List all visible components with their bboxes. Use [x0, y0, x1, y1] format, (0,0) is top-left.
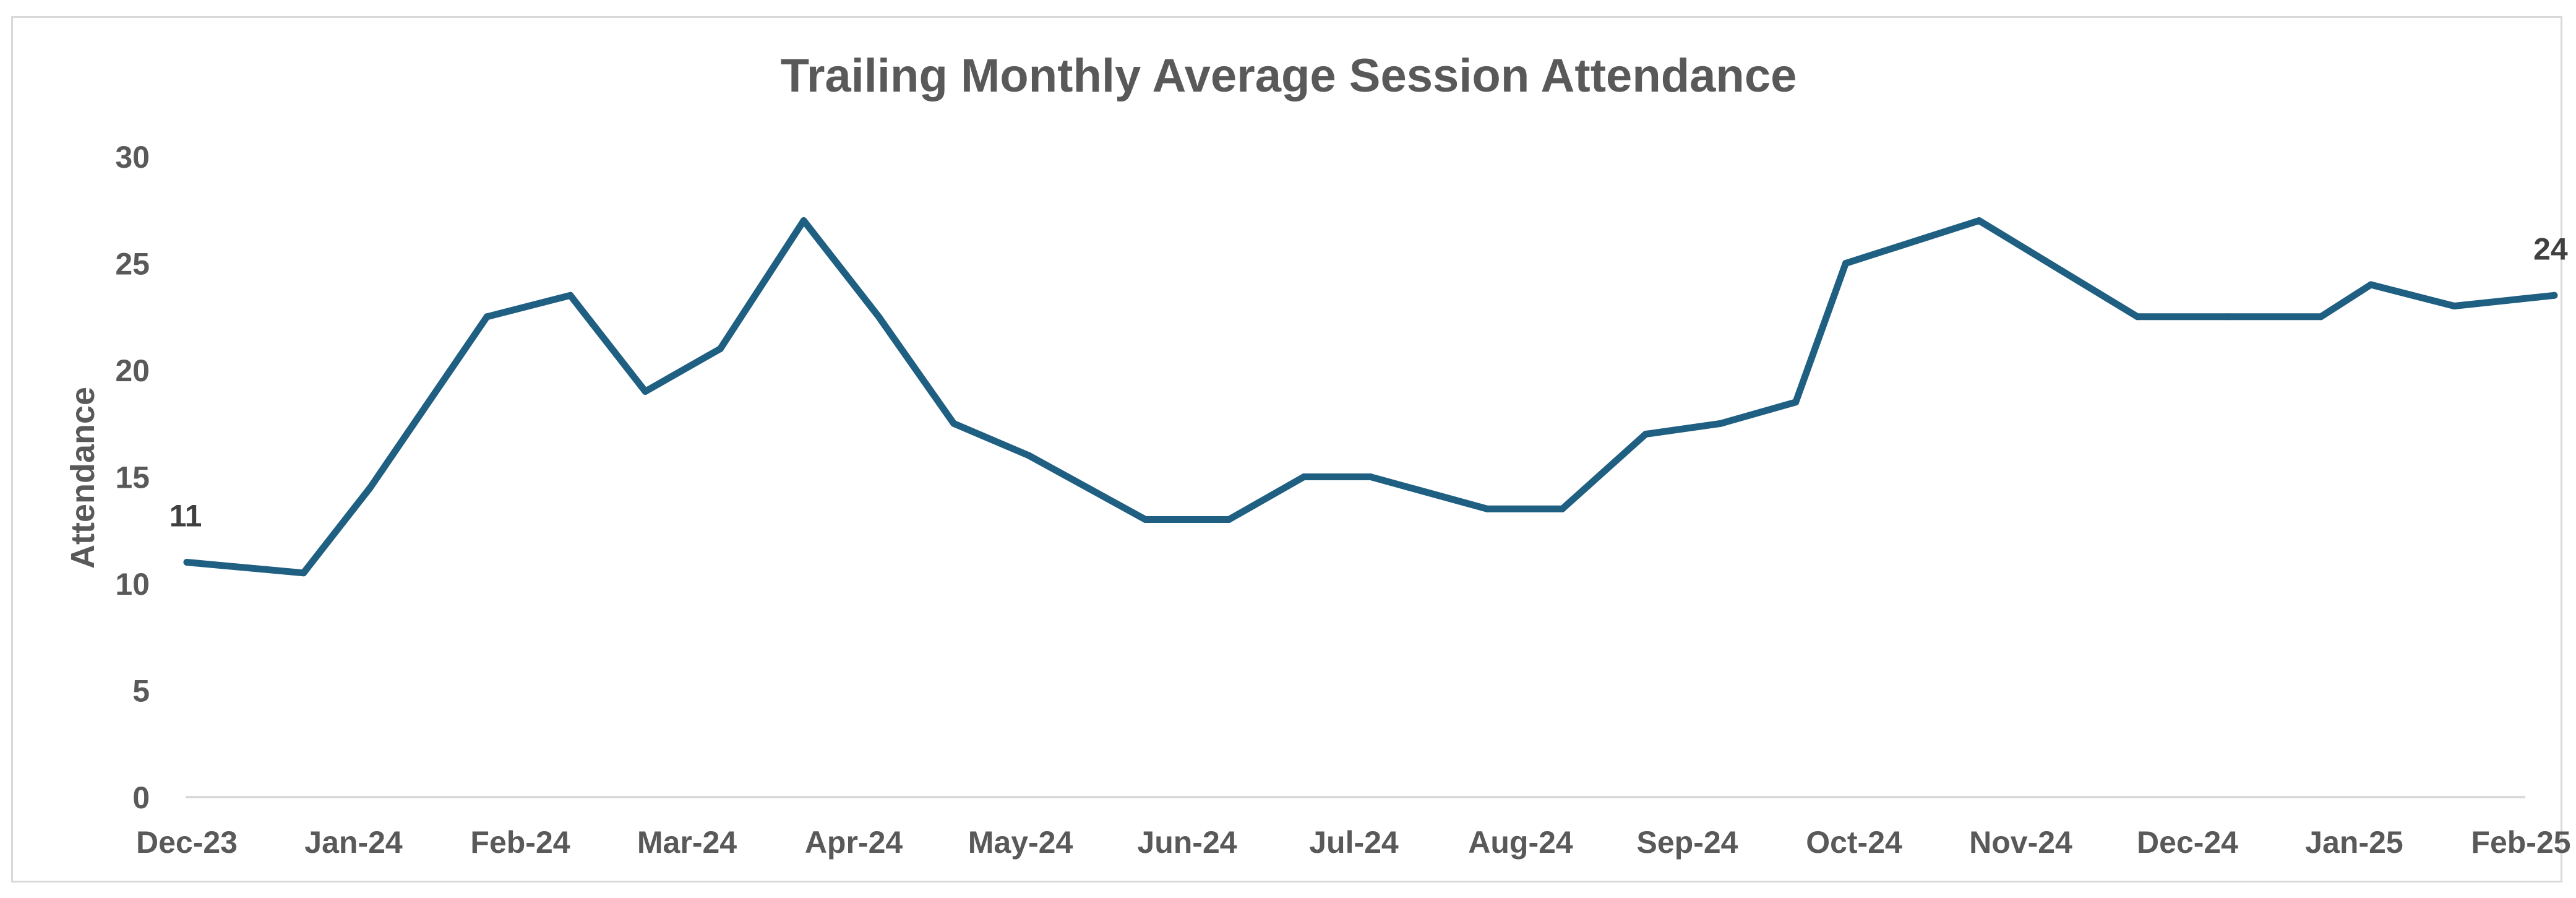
data-labels: 11 24	[170, 217, 2568, 577]
x-tick-label: Nov-24	[1969, 825, 2072, 860]
data-point	[366, 484, 374, 491]
x-tick-label: Oct-24	[1806, 825, 1902, 860]
x-axis-ticks: Dec-23 Jan-24 Feb-24 Mar-24 Apr-24 May-24 Jun-…	[136, 825, 2571, 860]
x-tick-label: Sep-24	[1637, 825, 1738, 860]
data-point	[2367, 281, 2374, 288]
x-tick-label: Feb-25	[2471, 825, 2570, 860]
data-point	[1367, 473, 1374, 480]
y-tick-label: 15	[115, 460, 150, 495]
y-tick-label: 0	[132, 780, 150, 815]
data-point	[1025, 452, 1033, 459]
data-point	[2317, 313, 2325, 321]
data-label: 11	[170, 499, 202, 533]
data-point	[1717, 420, 1724, 427]
y-tick-label: 5	[132, 674, 150, 709]
x-tick-label: Dec-23	[136, 825, 238, 860]
y-tick-label: 25	[115, 247, 150, 282]
data-point	[716, 345, 724, 352]
data-point	[1558, 505, 1566, 512]
y-tick-label: 20	[115, 353, 150, 388]
data-point	[1975, 217, 1983, 224]
data-point	[300, 569, 307, 577]
y-axis-label: Attendance	[64, 387, 101, 569]
x-tick-label: Mar-24	[637, 825, 737, 860]
y-axis-ticks: 0 5 10 15 20 25 30	[115, 140, 150, 815]
x-tick-label: Jun-24	[1137, 825, 1237, 860]
data-point	[483, 313, 491, 321]
data-point	[950, 420, 958, 427]
data-label: 24	[2533, 231, 2568, 266]
x-tick-label: Apr-24	[805, 825, 903, 860]
data-point	[2134, 313, 2141, 321]
data-point	[567, 291, 574, 299]
data-point	[183, 559, 191, 566]
chart-title: Trailing Monthly Average Session Attenda…	[781, 50, 1797, 102]
x-tick-label: Aug-24	[1468, 825, 1573, 860]
data-point	[2450, 303, 2458, 309]
series-line-attendance	[183, 217, 2558, 577]
chart-frame	[11, 16, 2562, 883]
data-point	[2551, 291, 2558, 299]
data-point	[1300, 473, 1308, 480]
data-point	[1225, 516, 1232, 523]
x-tick-label: Jan-24	[304, 825, 403, 860]
y-tick-label: 10	[115, 567, 150, 602]
data-point	[1142, 516, 1149, 523]
x-tick-label: Jul-24	[1309, 825, 1399, 860]
data-point	[2225, 313, 2233, 321]
y-tick-label: 30	[115, 140, 150, 175]
x-tick-label: Feb-24	[470, 825, 570, 860]
data-point	[875, 313, 882, 321]
x-tick-label: May-24	[968, 825, 1073, 860]
data-point	[642, 388, 649, 395]
data-point	[1483, 505, 1491, 512]
data-point	[1842, 260, 1850, 267]
data-point	[1792, 399, 1800, 406]
data-point	[800, 217, 807, 224]
x-tick-label: Dec-24	[2137, 825, 2238, 860]
x-tick-label: Jan-25	[2305, 825, 2403, 860]
data-point	[1642, 431, 1649, 438]
